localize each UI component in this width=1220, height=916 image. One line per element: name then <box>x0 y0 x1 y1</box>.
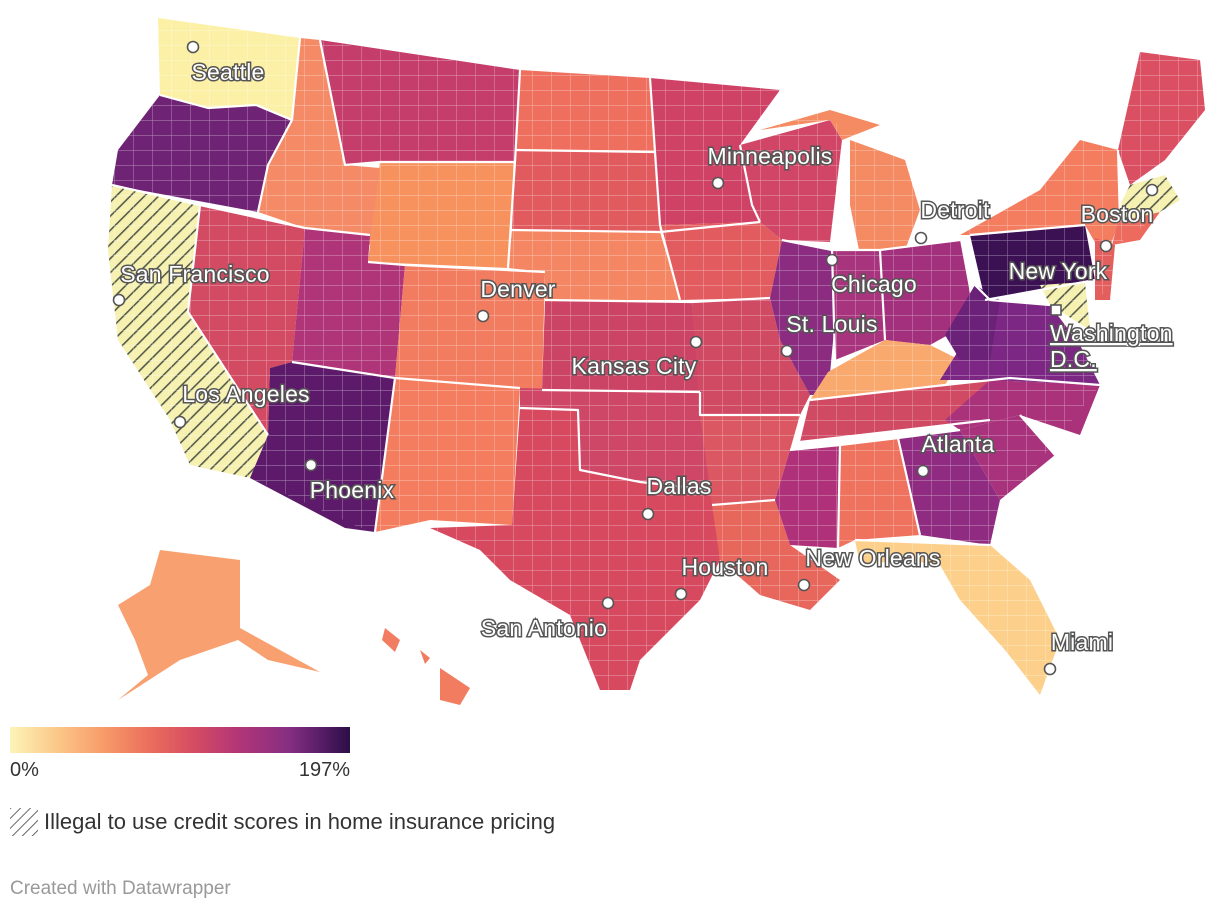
city-marker-san-antonio <box>601 596 615 610</box>
city-label-washington-d-c[interactable]: Washington D.C. <box>1049 319 1174 374</box>
city-marker-boston <box>1145 183 1159 197</box>
legend-max-label: 197% <box>298 759 350 781</box>
state-alaska <box>118 550 320 700</box>
city-marker-st-louis <box>780 344 794 358</box>
city-label-seattle: Seattle <box>191 59 264 85</box>
city-marker-miami <box>1043 662 1057 676</box>
city-label-chicago: Chicago <box>831 271 917 297</box>
city-label-san-francisco: San Francisco <box>120 261 270 287</box>
city-label-san-antonio: San Antonio <box>481 615 607 641</box>
hatch-pattern-icon <box>10 808 38 836</box>
city-marker-minneapolis <box>711 176 725 190</box>
city-marker-san-francisco <box>112 293 126 307</box>
city-label-los-angeles: Los Angeles <box>182 381 310 407</box>
legend-min-label: 0% <box>10 759 39 781</box>
city-label-new-york: New York <box>1009 258 1108 284</box>
city-label-phoenix: Phoenix <box>310 477 395 503</box>
city-marker-phoenix <box>304 458 318 472</box>
city-marker-los-angeles <box>173 415 187 429</box>
city-label-denver: Denver <box>480 276 555 302</box>
city-marker-dallas <box>641 507 655 521</box>
city-marker-kansas-city <box>689 335 703 349</box>
city-marker-washington-d-c <box>1050 304 1062 316</box>
datawrapper-credit[interactable]: Created with Datawrapper <box>10 878 231 899</box>
city-marker-chicago <box>825 253 839 267</box>
us-choropleth-map: Seattle San Francisco Los Angeles Phoenix De… <box>108 18 1205 705</box>
city-marker-new-orleans <box>797 578 811 592</box>
city-label-dallas: Dallas <box>646 473 711 499</box>
city-marker-detroit <box>914 231 928 245</box>
city-marker-denver <box>476 309 490 323</box>
color-legend: 0% 197% <box>10 727 350 781</box>
city-marker-atlanta <box>916 464 930 478</box>
city-label-houston: Houston <box>681 554 768 580</box>
city-marker-new-york <box>1099 239 1113 253</box>
hatch-legend: Illegal to use credit scores in home ins… <box>10 808 555 836</box>
city-label-new-orleans: New Orleans <box>805 545 940 571</box>
state-borders <box>111 37 1122 549</box>
state-hawaii <box>382 628 470 705</box>
city-label-minneapolis: Minneapolis <box>708 143 833 169</box>
city-label-miami: Miami <box>1051 629 1113 655</box>
hatch-legend-label: Illegal to use credit scores in home ins… <box>44 809 556 834</box>
city-label-boston: Boston <box>1081 201 1154 227</box>
color-scale-bar <box>10 727 350 753</box>
city-marker-seattle <box>186 40 200 54</box>
city-marker-houston <box>674 587 688 601</box>
city-label-atlanta: Atlanta <box>921 431 994 457</box>
city-label-st-louis: St. Louis <box>786 311 877 337</box>
city-label-detroit: Detroit <box>920 197 990 223</box>
city-label-kansas-city: Kansas City <box>572 353 697 379</box>
